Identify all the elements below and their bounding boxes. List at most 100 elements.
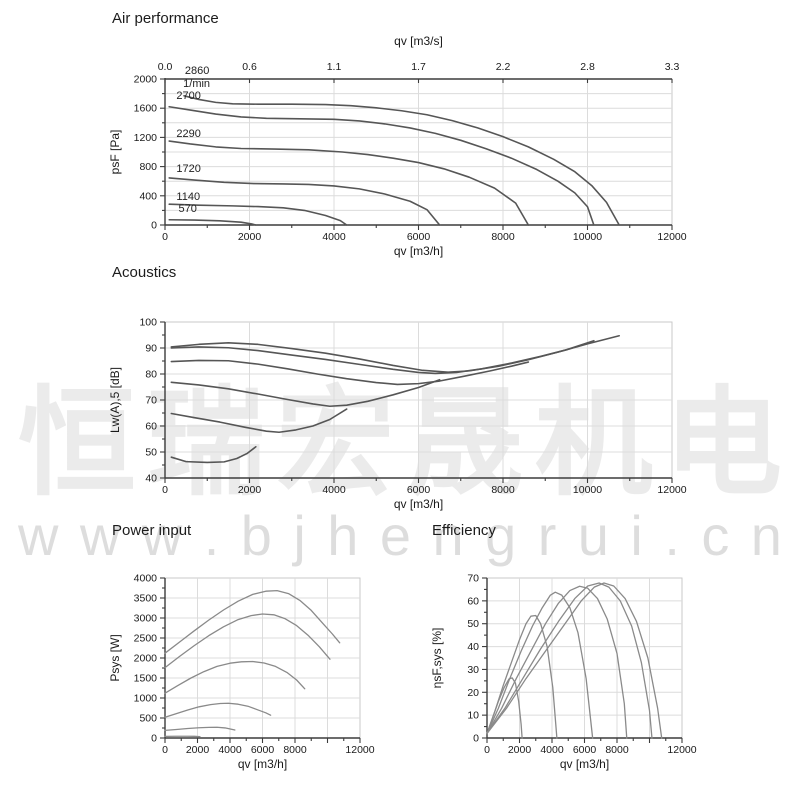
x-axis-label: qv [m3/h] — [238, 757, 287, 771]
svg-text:0: 0 — [473, 733, 479, 745]
curve-2700rpm — [168, 105, 595, 226]
svg-text:0: 0 — [162, 744, 168, 756]
tick-labels: 0 2000 4000 6000 8000 12000 0 500 1000 1500 2000 25… — [134, 573, 375, 757]
annotation-570: 570 — [179, 203, 197, 215]
curve-2860rpm — [183, 94, 620, 226]
svg-text:4000: 4000 — [322, 484, 346, 496]
svg-text:3000: 3000 — [134, 613, 158, 625]
svg-text:60: 60 — [467, 595, 479, 607]
svg-text:100: 100 — [139, 317, 157, 329]
tick-marks — [160, 321, 673, 483]
x2-axis-label: qv [m3/s] — [394, 34, 443, 48]
svg-text:1.1: 1.1 — [327, 61, 342, 73]
svg-text:1000: 1000 — [134, 693, 158, 705]
svg-text:4000: 4000 — [218, 744, 242, 756]
curve-2290rpm — [168, 140, 530, 226]
svg-text:4000: 4000 — [134, 573, 158, 585]
svg-text:12000: 12000 — [345, 744, 374, 756]
curve-1720rpm — [486, 591, 594, 739]
power-input-chart: 0 2000 4000 6000 8000 12000 0 500 1000 1500 2000 25… — [108, 573, 375, 772]
svg-text:8000: 8000 — [491, 231, 515, 243]
curve-2700rpm — [164, 613, 331, 669]
svg-text:12000: 12000 — [667, 744, 696, 756]
svg-text:500: 500 — [139, 713, 157, 725]
svg-text:6000: 6000 — [407, 231, 431, 243]
tick-labels: 0 2000 4000 6000 8000 12000 0 10 20 30 40 50 60 70 — [467, 573, 696, 757]
svg-text:40: 40 — [145, 473, 157, 485]
svg-text:90: 90 — [145, 343, 157, 355]
svg-text:3500: 3500 — [134, 593, 158, 605]
curve-2290rpm — [164, 660, 306, 694]
gridlines — [487, 578, 682, 738]
y-axis-label: psF [Pa] — [108, 130, 122, 175]
svg-text:2500: 2500 — [134, 633, 158, 645]
svg-text:50: 50 — [145, 447, 157, 459]
svg-text:70: 70 — [467, 573, 479, 585]
svg-text:1200: 1200 — [134, 132, 158, 144]
svg-text:50: 50 — [467, 618, 479, 630]
annotation-2860: 2860 — [185, 65, 209, 77]
svg-text:0: 0 — [151, 220, 157, 232]
svg-text:40: 40 — [467, 641, 479, 653]
svg-text:30: 30 — [467, 664, 479, 676]
x-axis-label: qv [m3/h] — [560, 757, 609, 771]
svg-text:0: 0 — [162, 231, 168, 243]
svg-text:0: 0 — [151, 733, 157, 745]
svg-text:2000: 2000 — [238, 484, 262, 496]
svg-text:12000: 12000 — [657, 484, 686, 496]
annotation-1min: 1/min — [183, 78, 210, 90]
acoustics-chart: 0 2000 4000 6000 8000 10000 12000 40 50 60 70 80 90 1… — [108, 317, 687, 512]
annotation-2700: 2700 — [176, 90, 200, 102]
power-input-title: Power input — [112, 522, 192, 539]
svg-text:2.8: 2.8 — [580, 61, 595, 73]
annotation-2290: 2290 — [176, 128, 200, 140]
efficiency-title: Efficiency — [432, 522, 496, 539]
curve-1140rpm — [168, 203, 348, 226]
svg-text:3.3: 3.3 — [665, 61, 680, 73]
curve-570rpm — [170, 446, 257, 464]
y-axis-label: Lw(A),5 [dB] — [108, 367, 122, 433]
curve-2700rpm — [170, 339, 595, 375]
air-performance-chart: 0 2000 4000 6000 8000 10000 12000 0 400 800 1200 16… — [108, 34, 687, 258]
curve-1140rpm — [170, 408, 348, 434]
svg-text:80: 80 — [145, 369, 157, 381]
svg-text:4000: 4000 — [540, 744, 564, 756]
svg-text:10000: 10000 — [573, 484, 602, 496]
svg-text:8000: 8000 — [283, 744, 307, 756]
svg-text:10: 10 — [467, 710, 479, 722]
acoustics-title: Acoustics — [112, 264, 177, 281]
axis-titles: qv [m3/h] psF [Pa] qv [m3/s] — [108, 34, 443, 258]
svg-text:2000: 2000 — [186, 744, 210, 756]
svg-text:60: 60 — [145, 421, 157, 433]
svg-text:0.0: 0.0 — [158, 61, 173, 73]
annotation-1140: 1140 — [176, 191, 200, 203]
curve-2860rpm — [486, 582, 663, 739]
svg-text:8000: 8000 — [605, 744, 629, 756]
svg-text:0: 0 — [484, 744, 490, 756]
gridlines — [165, 322, 672, 478]
svg-text:70: 70 — [145, 395, 157, 407]
axis-titles: qv [m3/h] Psys [W] — [108, 634, 287, 771]
svg-text:0: 0 — [162, 484, 168, 496]
svg-text:6000: 6000 — [407, 484, 431, 496]
svg-text:4000: 4000 — [322, 231, 346, 243]
svg-text:1500: 1500 — [134, 673, 158, 685]
tick-labels: 0 2000 4000 6000 8000 10000 12000 40 50 60 70 80 90 1… — [139, 317, 686, 497]
svg-text:1600: 1600 — [134, 103, 158, 115]
tick-marks — [160, 577, 361, 743]
svg-text:2000: 2000 — [508, 744, 532, 756]
y-axis-label: ηsF,sys [%] — [430, 628, 444, 689]
y-axis-label: Psys [W] — [108, 634, 122, 681]
curve-2860rpm — [164, 589, 341, 654]
svg-text:1.7: 1.7 — [411, 61, 426, 73]
efficiency-chart: 0 2000 4000 6000 8000 12000 0 10 20 30 40 50 60 70 qv … — [430, 573, 697, 772]
tick-marks — [160, 78, 673, 230]
svg-text:8000: 8000 — [491, 484, 515, 496]
tick-labels: 0 2000 4000 6000 8000 10000 12000 0 400 800 1200 16… — [134, 61, 687, 243]
curve-2700rpm — [486, 582, 653, 739]
x-axis-label: qv [m3/h] — [394, 244, 443, 258]
curve-1140rpm — [486, 614, 558, 739]
curve-2290rpm — [170, 359, 530, 386]
svg-text:12000: 12000 — [657, 231, 686, 243]
axis-titles: qv [m3/h] ηsF,sys [%] — [430, 628, 609, 771]
